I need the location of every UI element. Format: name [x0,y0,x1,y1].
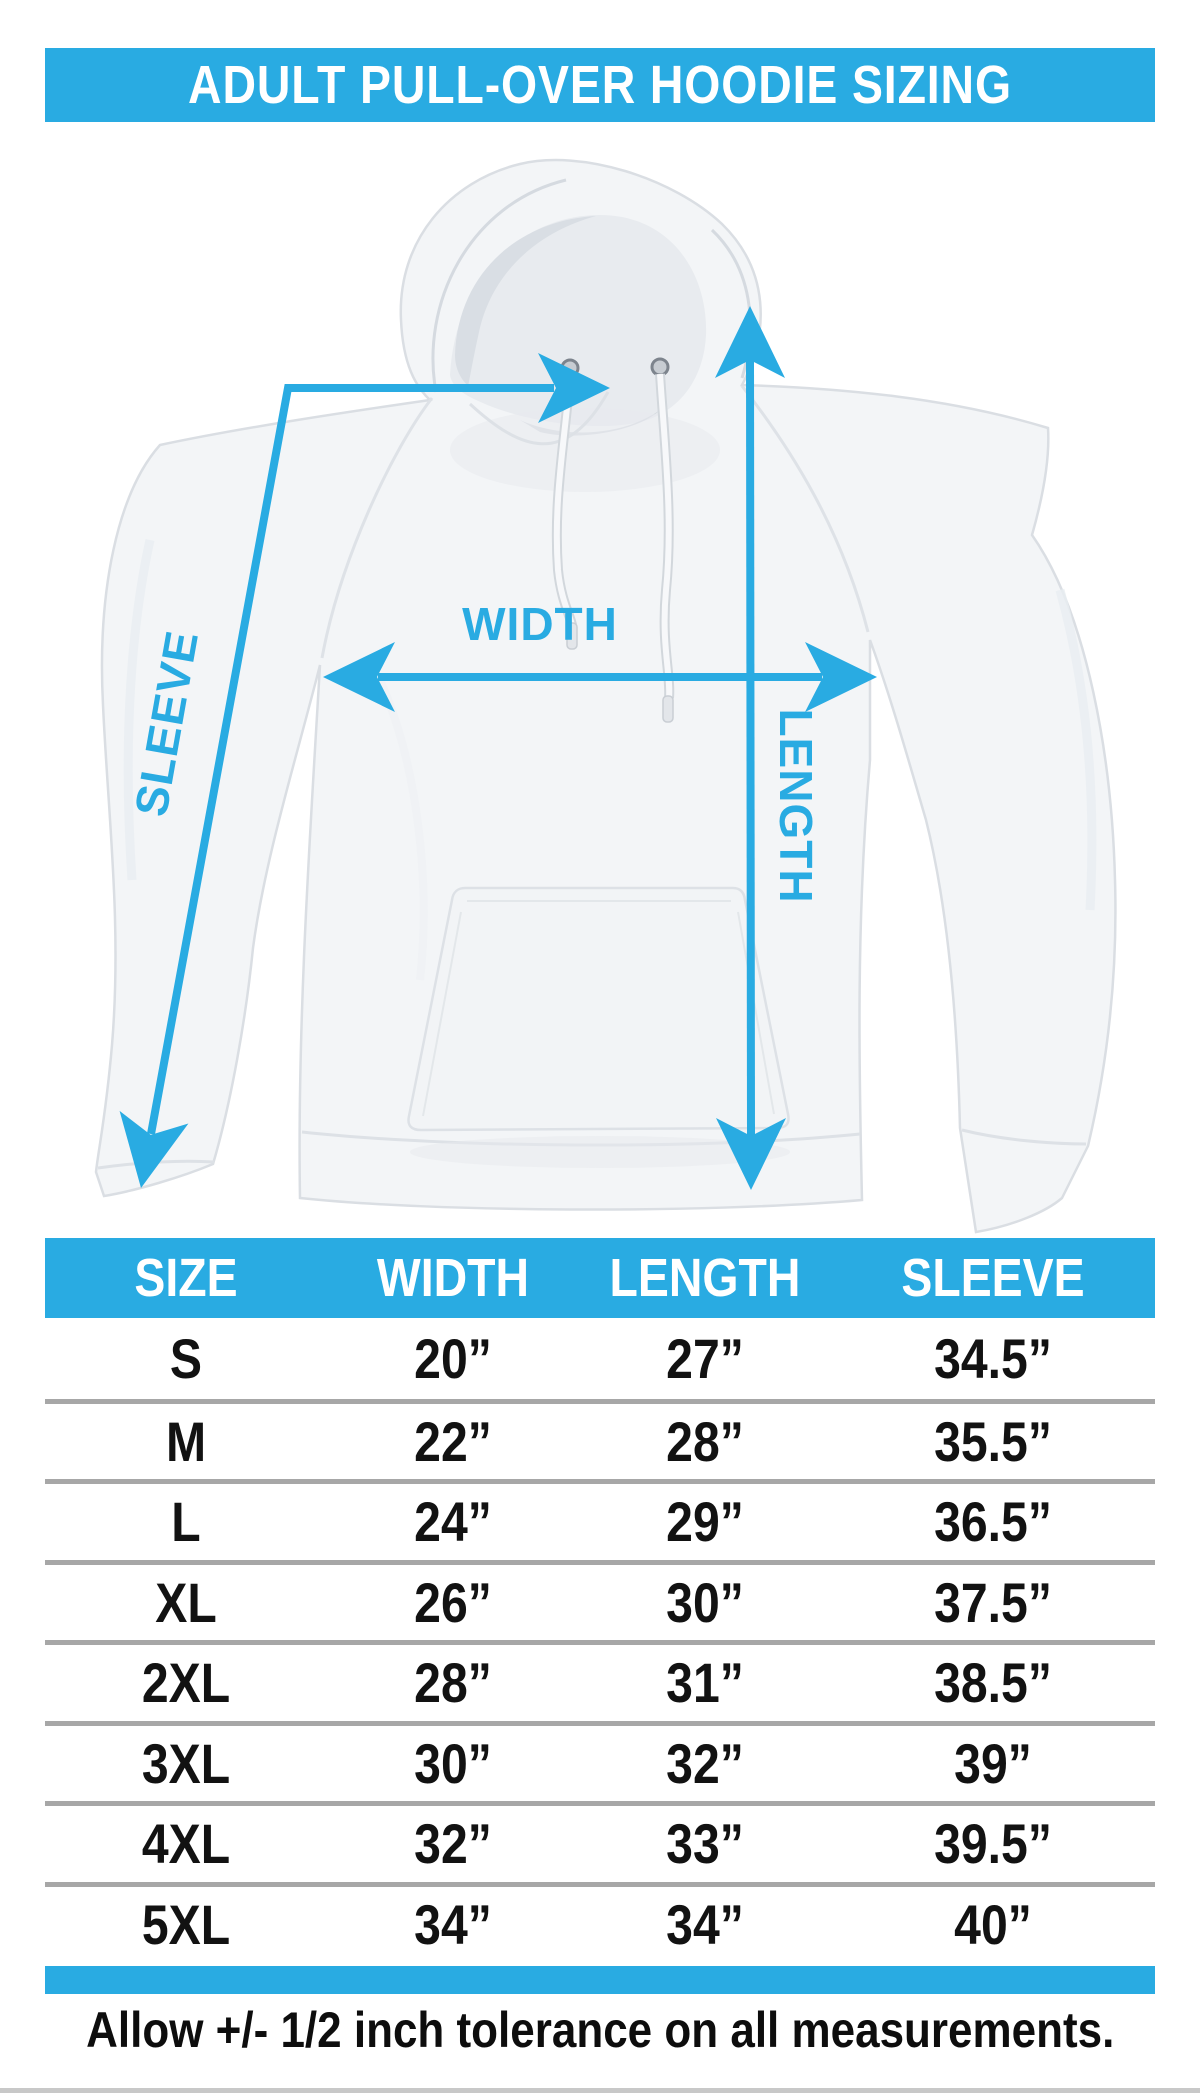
size-table-header: SIZE WIDTH LENGTH SLEEVE [45,1238,1155,1318]
cell-size: L [171,1490,201,1554]
raglan-seam-left [320,397,434,659]
cell-sleeve: 35.5” [934,1409,1052,1473]
header-cell-width: WIDTH [376,1248,530,1308]
hoodie-image [94,158,1117,1234]
cell-sleeve: 37.5” [934,1570,1052,1634]
drawstring-left [551,375,578,650]
cell-sleeve: 40” [954,1892,1032,1956]
drawstring-right [655,373,675,723]
bottom-divider [0,2088,1200,2093]
table-row: 2XL 28” 31” 38.5” [45,1640,1155,1721]
measure-arrows: WIDTH LENGTH SLEEVE [119,306,877,1190]
length-label: LENGTH [770,708,822,903]
table-row: 4XL 32” 33” 39.5” [45,1801,1155,1882]
tolerance-note-text: Allow +/- 1/2 inch tolerance on all meas… [85,2002,1115,2058]
title-banner: ADULT PULL-OVER HOODIE SIZING [45,48,1155,122]
header-cell-size: SIZE [134,1248,238,1308]
cell-size: 4XL [141,1812,231,1876]
table-row: L 24” 29” 36.5” [45,1479,1155,1560]
cell-length: 27” [666,1326,744,1390]
width-label: WIDTH [462,598,618,650]
cell-length: 28” [666,1409,744,1473]
raglan-seam-right [740,385,870,633]
cell-length: 33” [666,1812,744,1876]
cell-sleeve: 39.5” [934,1812,1052,1876]
cell-width: 22” [414,1409,492,1473]
size-table: SIZE WIDTH LENGTH SLEEVE S 20” 27” 34.5”… [45,1238,1155,1994]
cell-width: 32” [414,1812,492,1876]
grommet-right [650,357,670,377]
cell-size: 2XL [141,1651,231,1715]
cell-size: S [169,1326,203,1390]
table-row: 5XL 34” 34” 40” [45,1881,1155,1963]
cell-width: 34” [414,1892,492,1956]
header-cell-sleeve: SLEEVE [901,1248,1085,1308]
table-row: 3XL 30” 32” 39” [45,1720,1155,1802]
page-title: ADULT PULL-OVER HOODIE SIZING [188,55,1012,115]
cell-width: 20” [414,1326,492,1390]
sleeve-arrow [119,353,610,1188]
cell-size: M [165,1409,207,1473]
cuff-seam-right [961,1128,1087,1146]
kangaroo-pocket [407,886,790,1132]
cell-size: 3XL [141,1731,231,1795]
cell-width: 28” [414,1651,492,1715]
cell-length: 29” [666,1490,744,1554]
table-row: S 20” 27” 34.5” [45,1318,1155,1399]
cell-sleeve: 34.5” [934,1326,1052,1390]
cell-sleeve: 38.5” [934,1651,1052,1715]
cell-sleeve: 39” [954,1731,1032,1795]
cell-width: 26” [414,1570,492,1634]
cell-size: 5XL [141,1892,231,1956]
width-arrow [323,642,877,712]
cell-width: 24” [414,1490,492,1554]
table-row: XL 26” 30” 37.5” [45,1559,1155,1641]
header-cell-length: LENGTH [609,1248,801,1308]
table-row: M 22” 28” 35.5” [45,1398,1155,1480]
length-arrow [715,306,786,1190]
cell-length: 34” [666,1892,744,1956]
hoodie-figure-svg: WIDTH LENGTH SLEEVE [94,158,1117,1234]
table-footer-bar [45,1966,1155,1994]
cell-length: 32” [666,1731,744,1795]
cell-width: 30” [414,1731,492,1795]
cell-length: 31” [666,1651,744,1715]
cell-length: 30” [666,1570,744,1634]
cell-size: XL [155,1570,217,1634]
tolerance-note: Allow +/- 1/2 inch tolerance on all meas… [0,1998,1200,2062]
cell-sleeve: 36.5” [934,1490,1052,1554]
chest-shadow [450,408,720,492]
hoodie-diagram: WIDTH LENGTH SLEEVE [0,120,1200,1238]
